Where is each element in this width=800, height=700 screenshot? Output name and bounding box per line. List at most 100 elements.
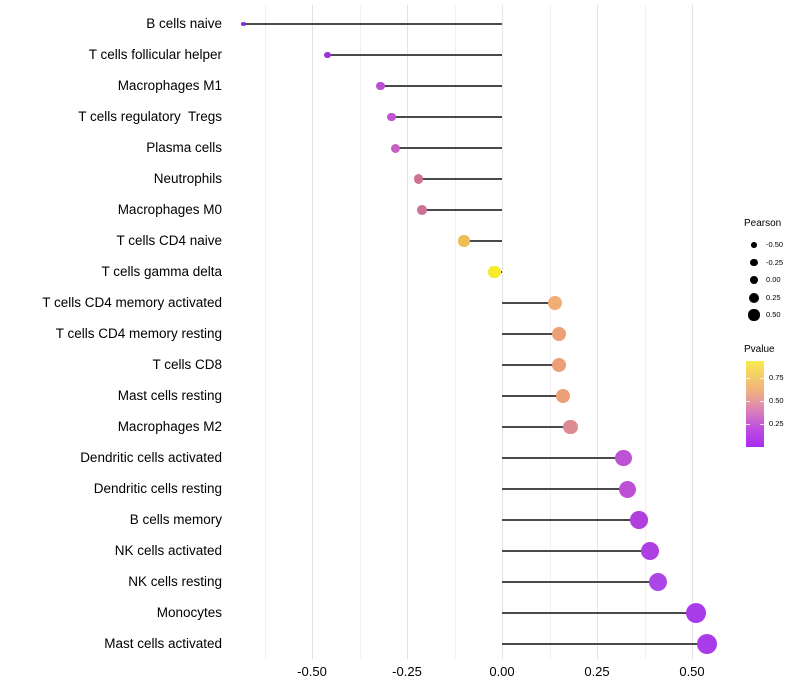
- legend-pvalue-label: 0.75: [769, 373, 784, 383]
- gridline-minor: [454, 5, 456, 659]
- data-point: [618, 480, 636, 498]
- colorbar-tick: [760, 400, 764, 402]
- data-point: [641, 542, 660, 560]
- colorbar-tick: [746, 378, 750, 380]
- lollipop-stem: [464, 240, 502, 242]
- data-point: [551, 357, 567, 373]
- lollipop-stem: [391, 116, 502, 118]
- y-axis-label: T cells follicular helper: [88, 47, 222, 62]
- data-point: [387, 112, 397, 122]
- lollipop-stem: [243, 23, 502, 25]
- y-axis-label: T cells CD4 memory activated: [42, 295, 222, 310]
- y-axis-label: Mast cells activated: [104, 636, 222, 651]
- x-axis-tick-label: -0.25: [392, 664, 422, 679]
- lollipop-stem: [327, 54, 502, 56]
- lollipop-stem: [418, 178, 502, 180]
- lollipop-stem: [380, 85, 502, 87]
- data-point: [563, 419, 578, 435]
- data-point: [413, 174, 424, 184]
- pvalue-colorbar: [746, 361, 764, 447]
- y-axis-label: Monocytes: [156, 605, 222, 620]
- legend-pvalue-title: Pvalue: [744, 344, 775, 355]
- x-axis-tick-label: 0.00: [489, 664, 515, 679]
- data-point: [417, 205, 428, 215]
- legend-size-dot: [750, 258, 758, 267]
- gridline-minor: [549, 5, 551, 659]
- y-axis-label: Neutrophils: [153, 171, 222, 186]
- lollipop-stem: [502, 643, 708, 645]
- data-point: [391, 143, 401, 153]
- gridline-major: [502, 5, 503, 659]
- y-axis-label: Plasma cells: [146, 140, 222, 155]
- lollipop-stem: [395, 147, 502, 149]
- lollipop-stem: [502, 488, 628, 490]
- gridline-major: [692, 5, 693, 659]
- y-axis-label: Dendritic cells activated: [80, 450, 222, 465]
- gridline-minor: [264, 5, 266, 659]
- colorbar-tick: [760, 378, 764, 380]
- lollipop-stem: [502, 333, 559, 335]
- data-point: [458, 235, 470, 247]
- data-point: [548, 296, 563, 310]
- data-point: [555, 388, 570, 404]
- lollipop-stem: [502, 364, 559, 366]
- y-axis-label: Mast cells resting: [117, 388, 222, 403]
- legend-size-label: -0.25: [766, 257, 784, 267]
- data-point: [323, 51, 331, 59]
- legend-size-label: 0.50: [766, 310, 781, 319]
- data-point: [630, 511, 648, 529]
- legend-size-label: 0.00: [766, 275, 781, 284]
- data-point: [648, 572, 667, 592]
- lollipop-stem: [502, 302, 556, 304]
- lollipop-stem: [502, 581, 658, 583]
- legend-size-dot: [749, 292, 759, 303]
- y-axis-label: NK cells activated: [114, 543, 222, 558]
- lollipop-stem: [502, 519, 639, 521]
- y-axis-label: Macrophages M1: [117, 78, 222, 93]
- legend-size-dot: [748, 309, 760, 321]
- lollipop-stem: [502, 395, 563, 397]
- colorbar-tick: [746, 424, 750, 426]
- legend-pvalue-label: 0.25: [769, 419, 784, 429]
- y-axis-label: NK cells resting: [128, 574, 222, 589]
- lollipop-stem: [422, 209, 502, 211]
- data-point: [551, 326, 567, 342]
- lollipop-stem: [502, 457, 624, 459]
- lollipop-stem: [502, 426, 571, 428]
- legend-size-label: 0.25: [766, 292, 781, 302]
- data-point: [685, 603, 706, 623]
- gridline-major: [407, 5, 408, 659]
- x-axis-tick-label: -0.50: [297, 664, 327, 679]
- data-point: [241, 21, 246, 27]
- y-axis-label: T cells CD4 naive: [116, 233, 222, 248]
- data-point: [376, 81, 385, 91]
- legend-size-label: -0.50: [766, 240, 784, 249]
- legend-pvalue-label: 0.50: [769, 395, 784, 405]
- y-axis-label: Macrophages M0: [117, 202, 222, 217]
- gridline-minor: [644, 5, 646, 659]
- lollipop-stem: [502, 612, 696, 614]
- gridline-major: [597, 5, 598, 659]
- x-axis-tick-label: 0.25: [584, 664, 610, 679]
- gridline-minor: [359, 5, 361, 659]
- gridline-major: [312, 5, 313, 659]
- y-axis-label: T cells CD8: [152, 357, 222, 372]
- data-point: [696, 633, 718, 655]
- y-axis-label: T cells CD4 memory resting: [55, 326, 222, 341]
- legend-pearson-title: Pearson: [744, 218, 782, 229]
- colorbar-tick: [760, 424, 764, 426]
- legend-size-dot: [751, 242, 757, 248]
- y-axis-label: Macrophages M2: [117, 419, 222, 434]
- y-axis-label: Dendritic cells resting: [93, 481, 222, 496]
- data-point: [615, 449, 632, 467]
- y-axis-label: T cells regulatory Tregs: [78, 109, 222, 124]
- y-axis-label: T cells gamma delta: [101, 264, 222, 279]
- x-axis-tick-label: 0.50: [679, 664, 705, 679]
- colorbar-tick: [746, 400, 750, 402]
- y-axis-label: B cells memory: [129, 512, 222, 527]
- y-axis-label: B cells naive: [146, 16, 222, 31]
- lollipop-stem: [502, 550, 651, 552]
- legend-size-dot: [749, 275, 759, 285]
